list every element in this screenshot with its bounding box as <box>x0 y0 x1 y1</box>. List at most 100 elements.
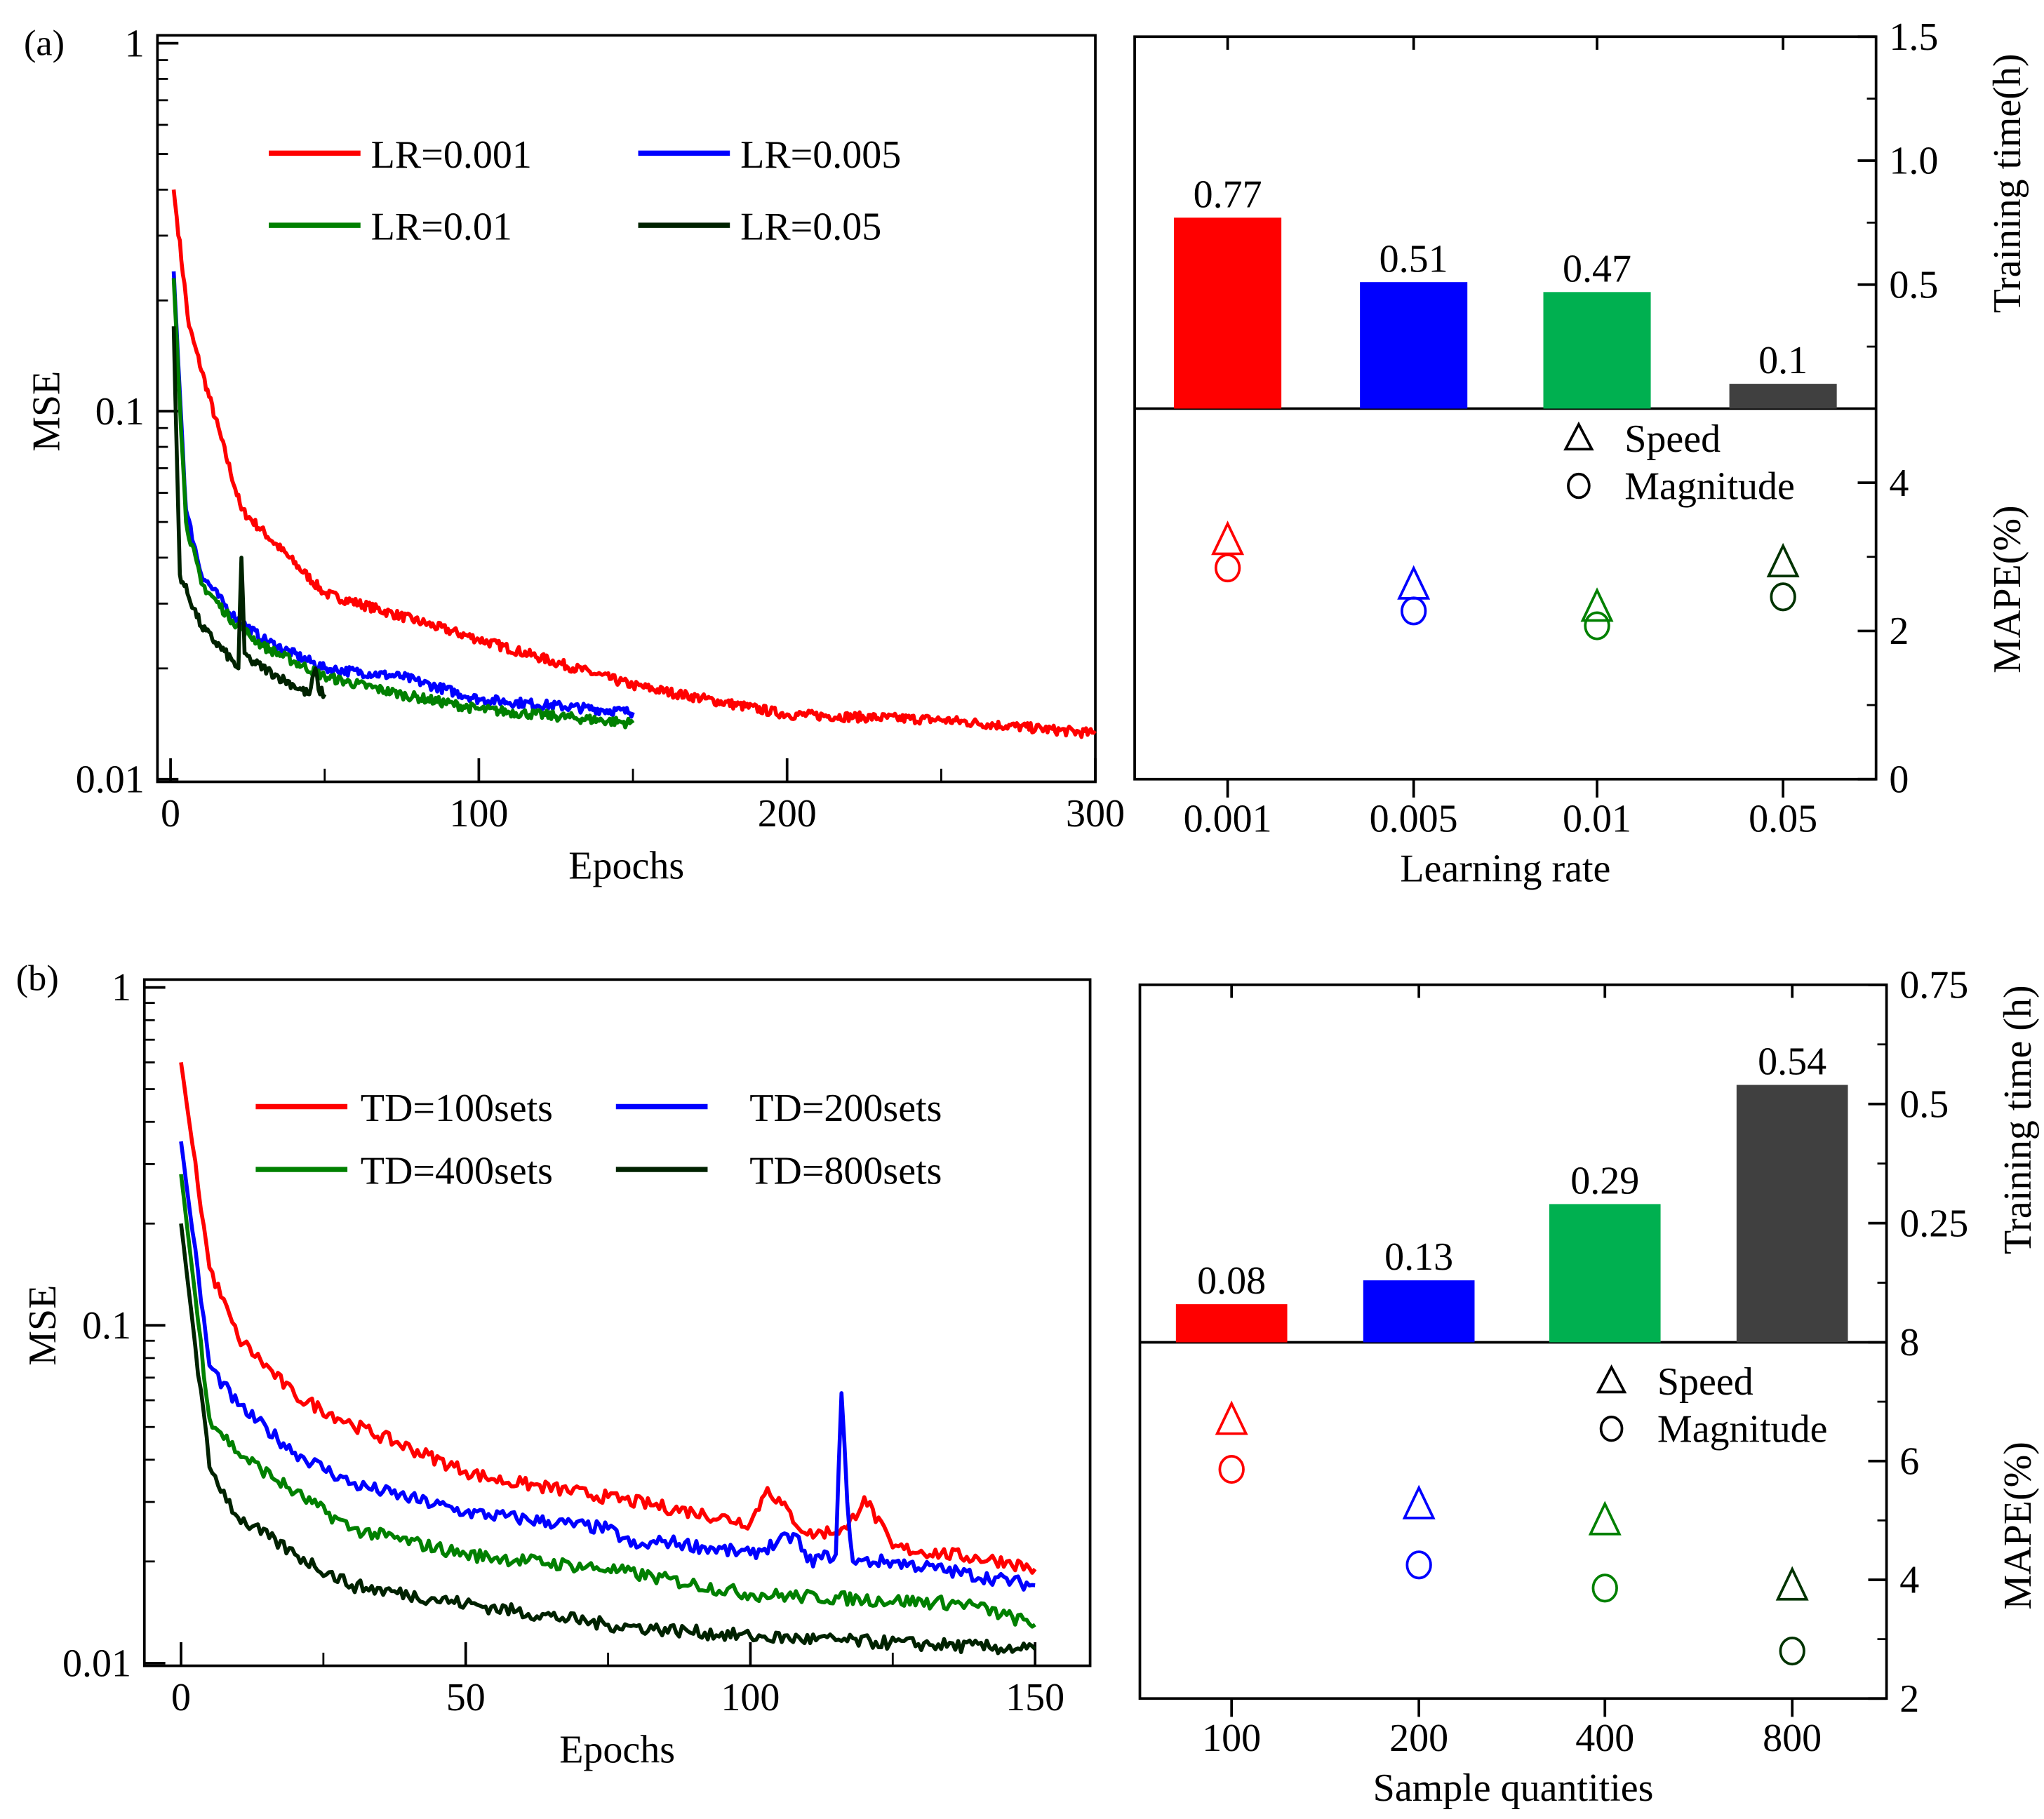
series-line-lr-0-001 <box>171 189 1097 739</box>
training-time-axis-label: Training time (h) <box>1996 985 2040 1254</box>
training-time-axis-label: Training time(h) <box>1986 54 2029 314</box>
training-time-tick-label: 1.0 <box>1889 140 1938 183</box>
training-time-bar <box>1543 292 1651 409</box>
x-axis-label: Epochs <box>568 845 684 888</box>
x-tick-label: 300 <box>1066 792 1125 835</box>
x-tick-label: 100 <box>1202 1717 1261 1760</box>
mape-tick-label: 0 <box>1889 758 1909 801</box>
series-line-td-100sets <box>179 1061 1037 1575</box>
y-axis-label: MSE <box>25 371 68 452</box>
y-axis-label: MSE <box>21 1285 65 1366</box>
legend-label: TD=400sets <box>361 1150 553 1193</box>
magnitude-marker <box>1770 582 1796 612</box>
speed-marker <box>1215 1400 1248 1435</box>
y-tick-label: 0.01 <box>62 1642 131 1686</box>
x-tick-label: 0 <box>161 792 180 835</box>
training-time-bar <box>1363 1280 1475 1343</box>
legend-label: Magnitude <box>1624 464 1795 508</box>
legend-label: Speed <box>1624 417 1721 461</box>
legend-label: LR=0.01 <box>371 206 512 249</box>
bar-value-label: 0.13 <box>1384 1235 1453 1279</box>
training-time-bar <box>1174 217 1282 409</box>
y-tick-label: 0.1 <box>82 1304 131 1348</box>
bar-value-label: 0.1 <box>1758 339 1808 382</box>
series-line-td-200sets <box>179 1141 1036 1592</box>
y-tick-label: 0.1 <box>95 390 145 434</box>
training-time-bar <box>1175 1304 1288 1343</box>
x-tick-label: 0 <box>171 1676 191 1719</box>
series-line-lr-0-005 <box>171 271 635 719</box>
bar-value-label: 0.54 <box>1758 1040 1826 1084</box>
x-tick-label: 0.001 <box>1184 797 1272 840</box>
x-tick-label: 0.005 <box>1370 797 1458 840</box>
x-tick-label: 100 <box>721 1676 780 1719</box>
bar-value-label: 0.08 <box>1197 1259 1266 1303</box>
speed-marker <box>1588 1501 1622 1536</box>
x-tick-label: 800 <box>1763 1717 1822 1760</box>
bar-value-label: 0.29 <box>1570 1159 1639 1202</box>
bar-value-label: 0.51 <box>1380 237 1448 281</box>
y-tick-label: 0.01 <box>76 758 145 801</box>
x-tick-label: 100 <box>449 792 508 835</box>
training-time-bar <box>1736 1085 1848 1343</box>
magnitude-marker <box>1779 1637 1805 1666</box>
mape-axis-label: MAPE(%) <box>1996 1442 2040 1610</box>
x-tick-label: 200 <box>1389 1717 1448 1760</box>
training-time-tick-label: 1.5 <box>1889 15 1938 59</box>
magnitude-marker <box>1214 553 1241 583</box>
legend-triangle-icon <box>1563 421 1594 451</box>
legend-label: Magnitude <box>1657 1407 1828 1451</box>
mape-tick-label: 4 <box>1889 462 1909 505</box>
mape-tick-label: 2 <box>1889 610 1909 653</box>
panel-label: (b) <box>16 958 59 998</box>
legend-label: LR=0.05 <box>740 206 881 249</box>
training-time-tick-label: 0.5 <box>1899 1082 1949 1126</box>
series-line-lr-0-01 <box>171 278 635 730</box>
speed-marker <box>1580 587 1614 622</box>
panel-label: (a) <box>24 22 65 63</box>
speed-marker <box>1211 521 1245 556</box>
x-axis-label: Sample quantities <box>1373 1766 1654 1810</box>
training-time-tick-label: 0.5 <box>1889 263 1938 307</box>
mape-tick-label: 2 <box>1899 1677 1919 1721</box>
x-axis-label: Learning rate <box>1400 847 1610 890</box>
training-time-bar <box>1549 1204 1661 1343</box>
series-line-lr-0-05 <box>171 326 327 699</box>
x-tick-label: 200 <box>758 792 817 835</box>
magnitude-marker <box>1405 1550 1432 1580</box>
bar-value-label: 0.77 <box>1194 173 1262 216</box>
mape-tick-label: 6 <box>1899 1439 1919 1483</box>
mape-axis-label: MAPE(%) <box>1986 505 2029 673</box>
speed-marker <box>1766 542 1800 578</box>
mape-tick-label: 4 <box>1899 1559 1919 1602</box>
y-tick-label: 1 <box>112 966 131 1009</box>
legend-label: TD=200sets <box>749 1087 942 1130</box>
bar-value-label: 0.47 <box>1563 247 1631 290</box>
speed-marker <box>1397 565 1431 600</box>
speed-marker <box>1402 1484 1436 1519</box>
legend-label: TD=800sets <box>749 1150 942 1193</box>
legend-label: LR=0.001 <box>371 133 532 177</box>
training-time-tick-label: 0.25 <box>1899 1202 1968 1245</box>
series-line-td-400sets <box>179 1174 1036 1629</box>
magnitude-marker <box>1401 596 1427 626</box>
legend-label: LR=0.005 <box>740 133 901 177</box>
x-tick-label: 0.05 <box>1749 797 1817 840</box>
x-axis-label: Epochs <box>559 1729 675 1772</box>
series-line-td-800sets <box>179 1223 1037 1656</box>
legend-circle-icon <box>1599 1416 1624 1442</box>
training-time-tick-label: 0.75 <box>1899 964 1968 1007</box>
magnitude-marker <box>1584 611 1610 640</box>
legend-label: Speed <box>1657 1360 1754 1404</box>
legend-circle-icon <box>1567 472 1591 499</box>
magnitude-marker <box>1591 1573 1618 1603</box>
speed-marker <box>1775 1566 1809 1601</box>
plot-frame <box>142 978 1092 1667</box>
training-time-bar <box>1729 384 1837 409</box>
x-tick-label: 150 <box>1006 1676 1064 1719</box>
magnitude-marker <box>1218 1455 1245 1484</box>
x-tick-label: 400 <box>1575 1717 1634 1760</box>
legend-triangle-icon <box>1596 1364 1627 1394</box>
x-tick-label: 50 <box>446 1676 486 1719</box>
